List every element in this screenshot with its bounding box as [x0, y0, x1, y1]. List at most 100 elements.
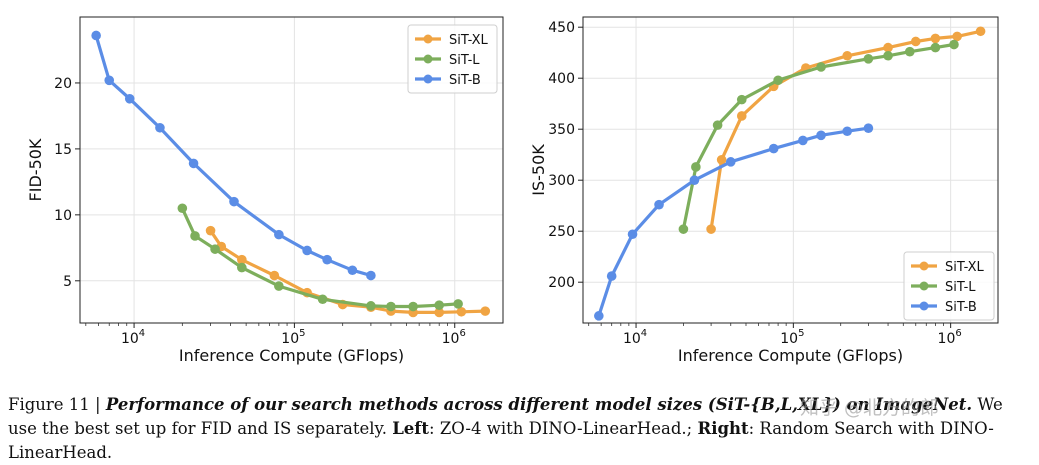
data-point-sit-b — [594, 311, 604, 321]
y-axis-label: FID-50K — [26, 138, 45, 201]
x-tick-label: 105 — [281, 328, 305, 347]
data-point-sit-b — [366, 270, 376, 281]
data-point-sit-b — [768, 143, 779, 154]
x-tick-label: 106 — [938, 328, 962, 347]
data-point-sit-xl — [910, 36, 921, 47]
data-point-sit-xl — [456, 306, 467, 317]
caption-middle: We use the best set up for FID and IS se… — [8, 395, 1003, 438]
data-point-sit-l — [237, 262, 247, 273]
y-tick-label: 10 — [54, 208, 72, 224]
data-point-sit-l — [930, 42, 941, 53]
data-point-sit-l — [177, 203, 188, 214]
data-point-sit-b — [347, 265, 358, 276]
series-line-sit-b — [94, 33, 373, 278]
data-point-sit-l — [434, 300, 444, 310]
chart-panel-fid: 104 105 106 5 10 15 20 Inference Compute (GFlop… — [26, 16, 504, 365]
caption-right-label: Right — [697, 419, 749, 438]
data-point-sit-b — [842, 126, 853, 137]
plot-frame — [79, 16, 504, 324]
figure: 104 105 106 5 10 15 20 Inference Compute (GFlop… — [26, 16, 999, 365]
watermark: 知乎 @北方的郎 — [800, 397, 940, 419]
data-point-sit-l — [949, 39, 959, 50]
legend-label: SiT-XL — [945, 260, 985, 275]
x-tick-label: 105 — [780, 328, 804, 347]
data-point-sit-b — [274, 229, 284, 240]
data-point-sit-l — [366, 301, 376, 311]
plot-frame — [582, 16, 999, 324]
y-axis-label: IS-50K — [529, 144, 548, 196]
legend-marker — [423, 54, 433, 64]
legend-marker — [423, 74, 433, 84]
data-point-sit-xl — [736, 111, 747, 121]
data-point-sit-xl — [975, 26, 986, 37]
legend-label: SiT-L — [449, 53, 480, 68]
data-point-sit-l — [905, 46, 915, 57]
data-point-sit-l — [274, 281, 284, 291]
caption-left-label: Left — [392, 419, 430, 438]
data-point-sit-b — [104, 75, 115, 86]
data-point-sit-l — [317, 294, 328, 305]
x-axis-label: Inference Compute (GFlops) — [179, 346, 404, 365]
data-point-sit-xl — [237, 254, 247, 265]
legend-marker — [919, 301, 929, 311]
data-point-sit-b — [188, 158, 199, 169]
data-point-sit-b — [229, 196, 239, 207]
chart-panel-is: 104 105 106 200 250 300 350 400 450 Inference Com… — [529, 16, 999, 365]
data-point-sit-xl — [930, 33, 941, 44]
y-tick-label: 5 — [63, 274, 72, 290]
data-point-sit-b — [654, 199, 664, 210]
data-point-sit-b — [91, 30, 101, 41]
legend-marker — [423, 34, 433, 44]
y-tick-label: 15 — [54, 142, 72, 158]
legend-marker — [919, 261, 929, 271]
data-point-sit-xl — [269, 270, 280, 281]
data-point-sit-xl — [716, 155, 727, 165]
data-point-sit-l — [712, 120, 723, 130]
data-point-sit-b — [302, 245, 312, 256]
y-tick-label: 20 — [54, 76, 72, 92]
y-tick-label: 300 — [548, 173, 575, 189]
x-tick-label: 106 — [442, 328, 466, 347]
data-point-sit-xl — [842, 50, 853, 61]
data-point-sit-l — [773, 75, 783, 86]
data-point-sit-l — [816, 62, 826, 72]
x-axis-label: Inference Compute (GFlops) — [678, 346, 903, 365]
data-point-sit-xl — [883, 42, 893, 53]
data-point-sit-l — [736, 94, 747, 105]
data-point-sit-xl — [205, 225, 216, 236]
legend-label: SiT-B — [945, 300, 977, 315]
data-point-sit-l — [863, 54, 874, 64]
data-point-sit-l — [453, 299, 463, 309]
data-point-sit-b — [816, 130, 826, 141]
caption-left-text: : ZO-4 with DINO-LinearHead.; — [429, 419, 698, 438]
series-line-sit-b — [597, 126, 871, 318]
legend-label: SiT-B — [449, 73, 481, 88]
y-tick-label: 400 — [548, 71, 575, 87]
data-point-sit-b — [155, 122, 165, 133]
data-point-sit-l — [678, 224, 689, 234]
data-point-sit-l — [408, 301, 418, 312]
data-point-sit-xl — [952, 31, 962, 42]
data-point-sit-xl — [706, 224, 716, 234]
y-tick-label: 200 — [548, 275, 575, 291]
y-tick-label: 450 — [548, 20, 575, 36]
data-point-sit-l — [386, 301, 396, 312]
data-point-sit-b — [124, 93, 135, 104]
data-point-sit-xl — [434, 307, 444, 318]
data-point-sit-b — [322, 254, 332, 265]
legend-label: SiT-L — [945, 280, 976, 295]
data-point-sit-l — [883, 50, 893, 61]
caption-label: Figure 11 | — [8, 395, 101, 414]
legend-label: SiT-XL — [449, 33, 489, 48]
x-tick-label: 104 — [623, 328, 647, 347]
data-point-sit-b — [798, 135, 808, 146]
data-point-sit-b — [606, 271, 617, 281]
y-tick-label: 350 — [548, 122, 575, 138]
data-point-sit-b — [627, 229, 638, 240]
data-point-sit-l — [190, 231, 200, 241]
legend-marker — [919, 281, 929, 291]
data-point-sit-b — [725, 157, 736, 167]
data-point-sit-l — [210, 244, 220, 254]
y-tick-label: 250 — [548, 224, 575, 240]
data-point-sit-b — [863, 123, 874, 133]
